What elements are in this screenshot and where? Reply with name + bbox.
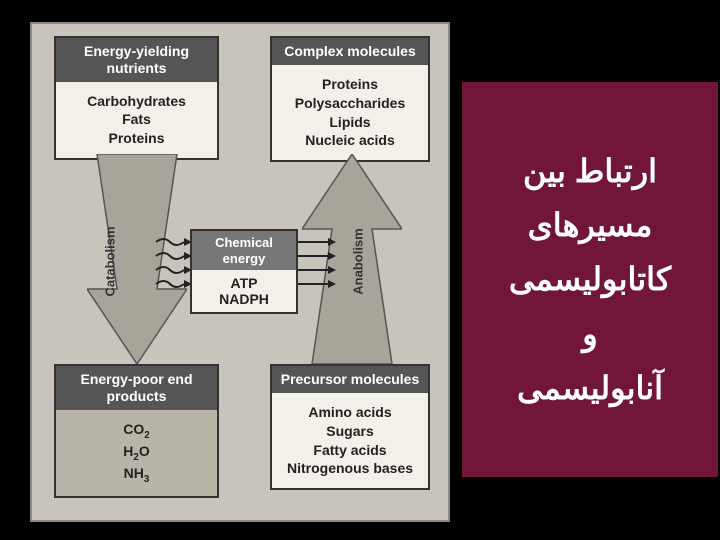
- nutrients-body: Carbohydrates Fats Proteins: [56, 82, 217, 159]
- precursor-item: Sugars: [280, 422, 420, 441]
- chem-body: ATP NADPH: [192, 270, 296, 312]
- nutrients-header: Energy-yielding nutrients: [56, 38, 217, 82]
- complex-body: Proteins Polysaccharides Lipids Nucleic …: [272, 65, 428, 161]
- title-text: ارتباط بین مسیرهای کاتابولیسمی و آنابولی…: [509, 144, 671, 416]
- box-end-products: Energy-poor end products CO2H2ONH3: [54, 364, 219, 498]
- nutrients-item: Proteins: [64, 129, 209, 148]
- complex-item: Nucleic acids: [280, 131, 420, 150]
- arrow-out: [298, 236, 338, 296]
- precursor-item: Fatty acids: [280, 441, 420, 460]
- endprod-header: Energy-poor end products: [56, 366, 217, 410]
- wavy-arrow-in: [154, 236, 194, 296]
- catabolism-label: Catabolism: [103, 226, 118, 296]
- title-line: کاتابولیسمی: [509, 252, 671, 306]
- title-line: ارتباط بین: [509, 144, 671, 198]
- box-complex: Complex molecules Proteins Polysaccharid…: [270, 36, 430, 162]
- complex-item: Polysaccharides: [280, 94, 420, 113]
- complex-item: Lipids: [280, 113, 420, 132]
- title-line: آنابولیسمی: [509, 361, 671, 415]
- precursor-item: Amino acids: [280, 403, 420, 422]
- nutrients-item: Carbohydrates: [64, 92, 209, 111]
- precursor-header: Precursor molecules: [272, 366, 428, 393]
- chem-header: Chemical energy: [192, 231, 296, 270]
- complex-item: Proteins: [280, 75, 420, 94]
- box-chemical-energy: Chemical energy ATP NADPH: [190, 229, 298, 314]
- title-panel: ارتباط بین مسیرهای کاتابولیسمی و آنابولی…: [462, 82, 718, 477]
- complex-header: Complex molecules: [272, 38, 428, 65]
- nutrients-item: Fats: [64, 110, 209, 129]
- endprod-body: CO2H2ONH3: [56, 410, 217, 496]
- anabolism-label: Anabolism: [351, 228, 366, 294]
- metabolism-diagram: Catabolism Anabolism Energy-yielding nut…: [30, 22, 450, 522]
- precursor-item: Nitrogenous bases: [280, 459, 420, 478]
- title-line: و: [509, 307, 671, 361]
- box-precursor: Precursor molecules Amino acids Sugars F…: [270, 364, 430, 490]
- precursor-body: Amino acids Sugars Fatty acids Nitrogeno…: [272, 393, 428, 489]
- title-line: مسیرهای: [509, 198, 671, 252]
- box-nutrients: Energy-yielding nutrients Carbohydrates …: [54, 36, 219, 160]
- chem-item: ATP: [198, 275, 290, 291]
- chem-item: NADPH: [198, 291, 290, 307]
